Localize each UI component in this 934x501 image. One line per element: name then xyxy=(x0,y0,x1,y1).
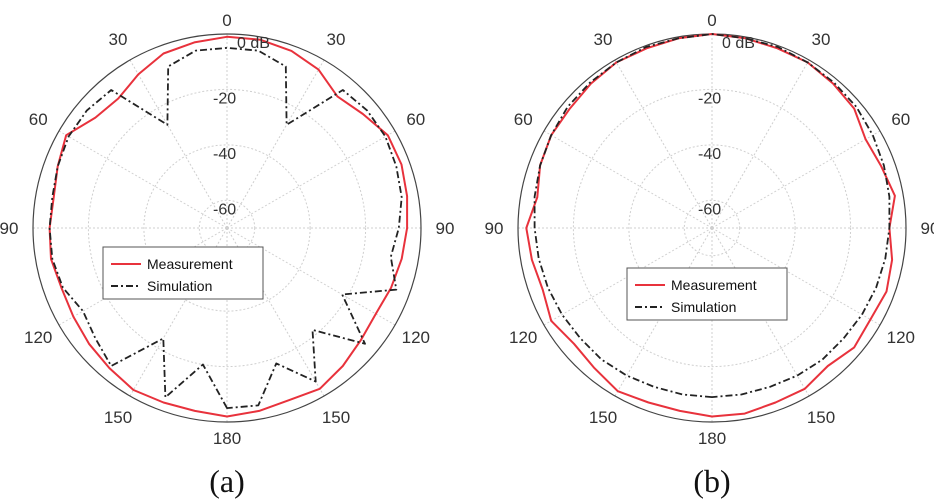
legend: Measurement Simulation xyxy=(102,246,264,300)
grid-spoke xyxy=(711,130,881,229)
angle-tick-right: 90 xyxy=(921,219,934,238)
legend-label: Measurement xyxy=(671,277,757,293)
angle-tick-180: 180 xyxy=(698,429,726,448)
series-measurement xyxy=(48,35,409,418)
grid-ring xyxy=(683,199,741,257)
r-tick-label: -20 xyxy=(698,90,721,107)
r-tick-label: -40 xyxy=(213,146,236,163)
outer-ring xyxy=(32,33,422,423)
grid-ring xyxy=(143,144,311,312)
angle-tick-right: 150 xyxy=(322,408,350,427)
legend-label: Simulation xyxy=(671,299,736,315)
grid-spoke xyxy=(711,59,810,229)
angle-tick-left: 60 xyxy=(29,110,48,129)
grid-spoke xyxy=(226,227,396,326)
angle-tick-0: 0 xyxy=(707,11,716,30)
grid-spoke xyxy=(58,130,228,229)
legend: Measurement Simulation xyxy=(626,267,788,321)
angle-tick-right: 60 xyxy=(891,110,910,129)
grid-ring xyxy=(198,199,256,257)
legend-box xyxy=(626,267,788,321)
grid-spoke xyxy=(543,130,713,229)
grid-ring xyxy=(572,88,852,368)
grid-spoke xyxy=(711,227,881,326)
angle-tick-left: 30 xyxy=(109,30,128,49)
series-simulation xyxy=(533,33,891,398)
angle-tick-180: 180 xyxy=(213,429,241,448)
angle-tick-left: 150 xyxy=(104,408,132,427)
angle-tick-right: 30 xyxy=(812,30,831,49)
angle-tick-right: 30 xyxy=(327,30,346,49)
legend-box xyxy=(102,246,264,300)
grid-spoke xyxy=(226,130,396,229)
angle-tick-left: 120 xyxy=(24,328,52,347)
angle-tick-right: 150 xyxy=(807,408,835,427)
legend-label: Simulation xyxy=(147,278,212,294)
angle-tick-right: 90 xyxy=(436,219,455,238)
angle-tick-left: 90 xyxy=(485,219,504,238)
angle-tick-left: 60 xyxy=(514,110,533,129)
r-tick-0db: 0 dB xyxy=(237,35,270,52)
angle-tick-left: 120 xyxy=(509,328,537,347)
r-tick-label: -40 xyxy=(698,146,721,163)
polar-plot-a: 0 dB -20 -40 -60 0 180 30 30 60 60 90 90 120 120 150 15… xyxy=(0,11,454,499)
subfigure-caption: (b) xyxy=(693,463,730,499)
r-tick-label: -60 xyxy=(698,201,721,218)
grid-spoke xyxy=(614,59,713,229)
grid-spoke xyxy=(226,59,325,229)
subfigure-caption: (a) xyxy=(209,463,245,499)
r-tick-0db: 0 dB xyxy=(722,35,755,52)
grid-ring xyxy=(87,88,367,368)
angle-tick-right: 120 xyxy=(887,328,915,347)
grid-ring xyxy=(628,144,796,312)
angle-tick-left: 30 xyxy=(594,30,613,49)
legend-label: Measurement xyxy=(147,256,233,272)
angle-tick-0: 0 xyxy=(222,11,231,30)
r-tick-label: -60 xyxy=(213,201,236,218)
angle-tick-right: 120 xyxy=(402,328,430,347)
grid-spoke xyxy=(129,59,228,229)
angle-tick-left: 150 xyxy=(589,408,617,427)
angle-tick-left: 90 xyxy=(0,219,18,238)
r-tick-label: -20 xyxy=(213,90,236,107)
angle-tick-right: 60 xyxy=(406,110,425,129)
polar-plot-b: 0 dB -20 -40 -60 0 180 30 30 60 60 90 90 120 120 150 15… xyxy=(485,11,934,499)
